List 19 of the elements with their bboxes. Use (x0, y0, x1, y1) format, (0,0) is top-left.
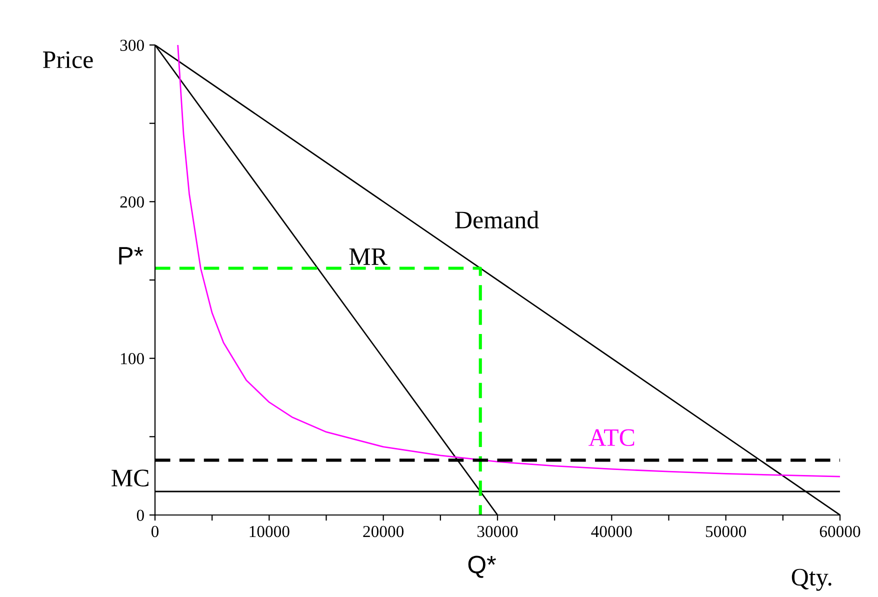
text: P* (119, 247, 144, 264)
annotation: Demand (455, 210, 539, 228)
x-tick-label: 50000 (706, 526, 746, 538)
text: MC (112, 470, 148, 486)
x-tick-label: 20000 (363, 526, 404, 538)
x-tick-label: 0 (151, 526, 159, 538)
x-tick-label: 60000 (820, 526, 860, 538)
x-tick-label: 40000 (591, 526, 632, 538)
x-tick-label: 10000 (250, 526, 290, 538)
text: Q* (468, 556, 496, 578)
annotation: MR (349, 248, 388, 265)
y-axis-title: Price (43, 51, 93, 68)
x-tick-label: 30000 (477, 526, 518, 538)
annotation: ATC (588, 429, 634, 446)
x-axis-title: Qty. (792, 568, 832, 591)
y-tick-label: 0 (136, 510, 144, 521)
y-tick-label: 200 (120, 196, 144, 208)
y-tick-label: 300 (120, 40, 144, 51)
y-tick-label: 100 (121, 353, 144, 364)
